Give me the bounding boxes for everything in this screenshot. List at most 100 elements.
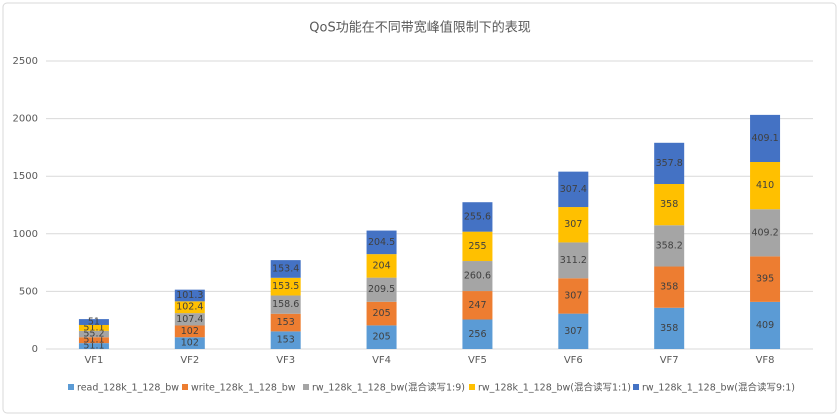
data-label: 102.4 — [176, 302, 203, 313]
data-label: 255.6 — [464, 211, 491, 222]
bar-segment — [558, 242, 589, 279]
data-label: 410 — [756, 180, 774, 191]
bar-segment — [366, 277, 397, 302]
legend-swatch — [68, 384, 74, 390]
data-label: 51.1 — [83, 335, 104, 346]
x-tick-label: VF3 — [276, 355, 295, 366]
data-label: 153.5 — [272, 281, 299, 292]
data-label: 255 — [468, 241, 486, 252]
bar-segment — [462, 202, 493, 232]
data-label: 107.4 — [176, 314, 203, 325]
bar-segment — [750, 256, 781, 302]
legend-label: write_128k_1_128_bw — [191, 383, 296, 394]
bar-segment — [78, 324, 109, 331]
bar-segment — [270, 313, 301, 332]
bar-segment — [462, 261, 493, 292]
y-tick-label: 2500 — [13, 56, 38, 67]
legend-label: read_128k_1_128_bw — [77, 383, 179, 394]
x-tick-label: VF7 — [660, 355, 679, 366]
data-label: 102 — [181, 326, 199, 337]
bar-segment — [750, 162, 781, 210]
data-label: 51.1 — [83, 341, 104, 352]
bar-segment — [654, 225, 685, 267]
bar-segment — [462, 291, 493, 320]
legend-swatch — [303, 384, 309, 390]
data-label: 102 — [181, 338, 199, 349]
bar-segment — [750, 301, 781, 349]
bar-segment — [654, 184, 685, 226]
data-label: 311.2 — [560, 255, 587, 266]
data-label: 205 — [372, 308, 390, 319]
legend-label: rw_128k_1_128_bw(混合读写1:9) — [312, 382, 465, 394]
data-label: 357.8 — [656, 158, 683, 169]
data-label: 409.2 — [751, 227, 778, 238]
data-label: 256 — [468, 329, 486, 340]
data-label: 247 — [468, 300, 486, 311]
bar-segment — [174, 337, 205, 349]
data-label: 409 — [756, 320, 774, 331]
y-tick-label: 2000 — [13, 114, 38, 125]
data-label: 307.4 — [560, 184, 587, 195]
legend-label: rw_128k_1_128_bw(混合读写9:1) — [642, 382, 795, 394]
x-tick-label: VF2 — [180, 355, 199, 366]
bar-segment — [174, 325, 205, 338]
data-label: 51 — [88, 317, 100, 328]
data-label: 409.1 — [751, 133, 778, 144]
bar-segment — [270, 277, 301, 296]
x-tick-label: VF5 — [468, 355, 487, 366]
bar-segment — [78, 330, 109, 338]
legend-label: rw_128k_1_128_bw(混合读写1:1) — [478, 382, 631, 394]
chart-frame — [2, 2, 837, 414]
bar-segment — [78, 343, 109, 349]
data-label: 209.5 — [368, 284, 395, 295]
bar-segment — [750, 114, 781, 163]
bar-segment — [462, 231, 493, 262]
data-label: 153.4 — [272, 263, 299, 274]
bar-segment — [366, 254, 397, 278]
bar-segment — [366, 230, 397, 255]
x-tick-label: VF8 — [756, 355, 775, 366]
bar-segment — [750, 209, 781, 257]
data-label: 51.1 — [83, 322, 104, 333]
bar-segment — [654, 142, 685, 185]
bar-segment — [78, 337, 109, 344]
bar-segment — [366, 301, 397, 326]
legend-swatch — [469, 384, 475, 390]
data-label: 307 — [564, 326, 582, 337]
bar-segment — [366, 325, 397, 349]
bar-segment — [174, 313, 205, 326]
data-label: 205 — [372, 332, 390, 343]
bar-segment — [270, 295, 301, 314]
y-tick-label: 500 — [19, 286, 38, 297]
legend-swatch — [182, 384, 188, 390]
data-label: 358 — [660, 323, 678, 334]
data-label: 260.6 — [464, 271, 491, 282]
data-label: 395 — [756, 274, 774, 285]
x-tick-label: VF1 — [84, 355, 103, 366]
bar-segment — [558, 171, 589, 208]
bar-segment — [558, 313, 589, 349]
data-label: 55.2 — [83, 329, 104, 340]
data-label: 358 — [660, 199, 678, 210]
bar-segment — [558, 207, 589, 243]
bar-segment — [270, 260, 301, 278]
x-tick-label: VF6 — [564, 355, 583, 366]
data-label: 204.5 — [368, 237, 395, 248]
y-tick-label: 0 — [32, 344, 38, 355]
bar-segment — [558, 278, 589, 314]
bar-segment — [462, 319, 493, 349]
bar-segment — [654, 266, 685, 308]
legend-swatch — [633, 384, 639, 390]
bar-segment — [174, 289, 205, 302]
data-label: 204 — [372, 260, 390, 271]
y-tick-label: 1000 — [13, 229, 38, 240]
bar-segment — [174, 301, 205, 314]
data-label: 307 — [564, 219, 582, 230]
data-label: 101.3 — [176, 290, 203, 301]
y-tick-label: 1500 — [13, 171, 38, 182]
data-label: 153 — [277, 335, 295, 346]
data-label: 153 — [277, 317, 295, 328]
data-label: 307 — [564, 290, 582, 301]
x-tick-label: VF4 — [372, 355, 391, 366]
